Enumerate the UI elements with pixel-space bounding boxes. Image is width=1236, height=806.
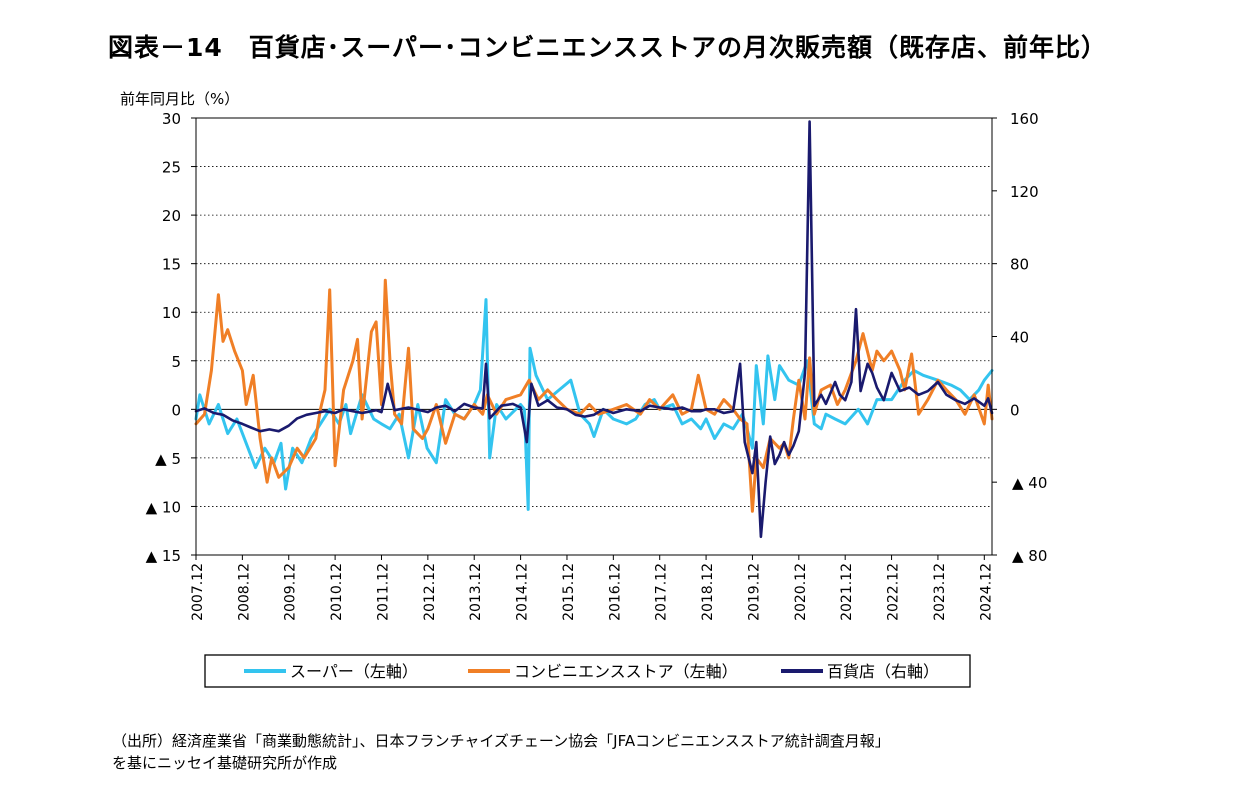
x-tick-label: 2014.12 [515, 563, 531, 621]
series-line-super [194, 298, 994, 511]
left-tick-label: 20 [162, 207, 181, 225]
source-line-1: （出所）経済産業省「商業動態統計」、日本フランチャイズチェーン協会「JFAコンビ… [112, 732, 890, 750]
x-tick-label: 2012.12 [422, 563, 438, 621]
right-axis: 160 120 80 40 0 ▲ 40 ▲ 80 [992, 110, 1047, 565]
x-tick-label: 2015.12 [561, 563, 577, 621]
x-tick-label: 2010.12 [329, 563, 345, 621]
x-tick-label: 2009.12 [283, 563, 299, 621]
left-tick-label: 30 [162, 110, 181, 128]
x-tick-label: 2019.12 [746, 563, 762, 621]
right-tick-label: 0 [1010, 401, 1020, 419]
legend-label-department: 百貨店（右軸） [827, 662, 939, 681]
left-tick-label: ▲ 5 [155, 450, 181, 468]
source-note: （出所）経済産業省「商業動態統計」、日本フランチャイズチェーン協会「JFAコンビ… [112, 730, 890, 774]
x-tick-label: 2023.12 [932, 563, 948, 621]
left-tick-label: 0 [171, 401, 181, 419]
plot-area [195, 117, 993, 556]
right-tick-label: 160 [1010, 110, 1039, 128]
right-tick-label: 40 [1010, 329, 1029, 347]
left-tick-label: ▲ 15 [146, 547, 181, 565]
left-axis: 30 25 20 15 10 5 0 ▲ 5 ▲ 10 ▲ 15 [146, 110, 196, 565]
legend: スーパー（左軸） コンビニエンスストア（左軸） 百貨店（右軸） [204, 654, 971, 688]
left-tick-label: 5 [171, 353, 181, 371]
series-line-department [194, 120, 994, 539]
legend-label-super: スーパー（左軸） [290, 662, 418, 681]
x-tick-label: 2024.12 [978, 563, 994, 621]
x-tick-label: 2016.12 [607, 563, 623, 621]
x-tick-label: 2021.12 [839, 563, 855, 621]
series-layer [194, 120, 994, 539]
x-tick-label: 2022.12 [886, 563, 902, 621]
x-tick-label: 2020.12 [793, 563, 809, 621]
x-tick-label: 2008.12 [236, 563, 252, 621]
x-tick-label: 2011.12 [375, 563, 391, 621]
chart-title: 図表－14 百貨店･スーパー･コンビニエンスストアの月次販売額（既存店、前年比） [108, 33, 1108, 62]
left-tick-label: ▲ 10 [146, 498, 181, 516]
gridlines [196, 166, 992, 507]
y-axis-label: 前年同月比（%） [120, 90, 239, 108]
x-tick-label: 2007.12 [190, 563, 206, 621]
right-tick-label: ▲ 40 [1012, 474, 1047, 492]
left-tick-label: 10 [162, 304, 181, 322]
x-tick-label: 2018.12 [700, 563, 716, 621]
x-tick-label: 2017.12 [654, 563, 670, 621]
left-tick-label: 25 [162, 159, 181, 177]
right-tick-label: ▲ 80 [1012, 547, 1047, 565]
source-line-2: を基にニッセイ基礎研究所が作成 [112, 754, 338, 772]
legend-label-convenience: コンビニエンスストア（左軸） [514, 662, 738, 681]
x-axis: 2007.12 2008.12 2009.12 2010.12 2011.12 2012.… [190, 555, 994, 621]
right-tick-label: 80 [1010, 256, 1029, 274]
left-tick-label: 15 [162, 256, 181, 274]
x-tick-label: 2013.12 [468, 563, 484, 621]
right-tick-label: 120 [1010, 183, 1039, 201]
series-line-convenience [194, 278, 994, 513]
